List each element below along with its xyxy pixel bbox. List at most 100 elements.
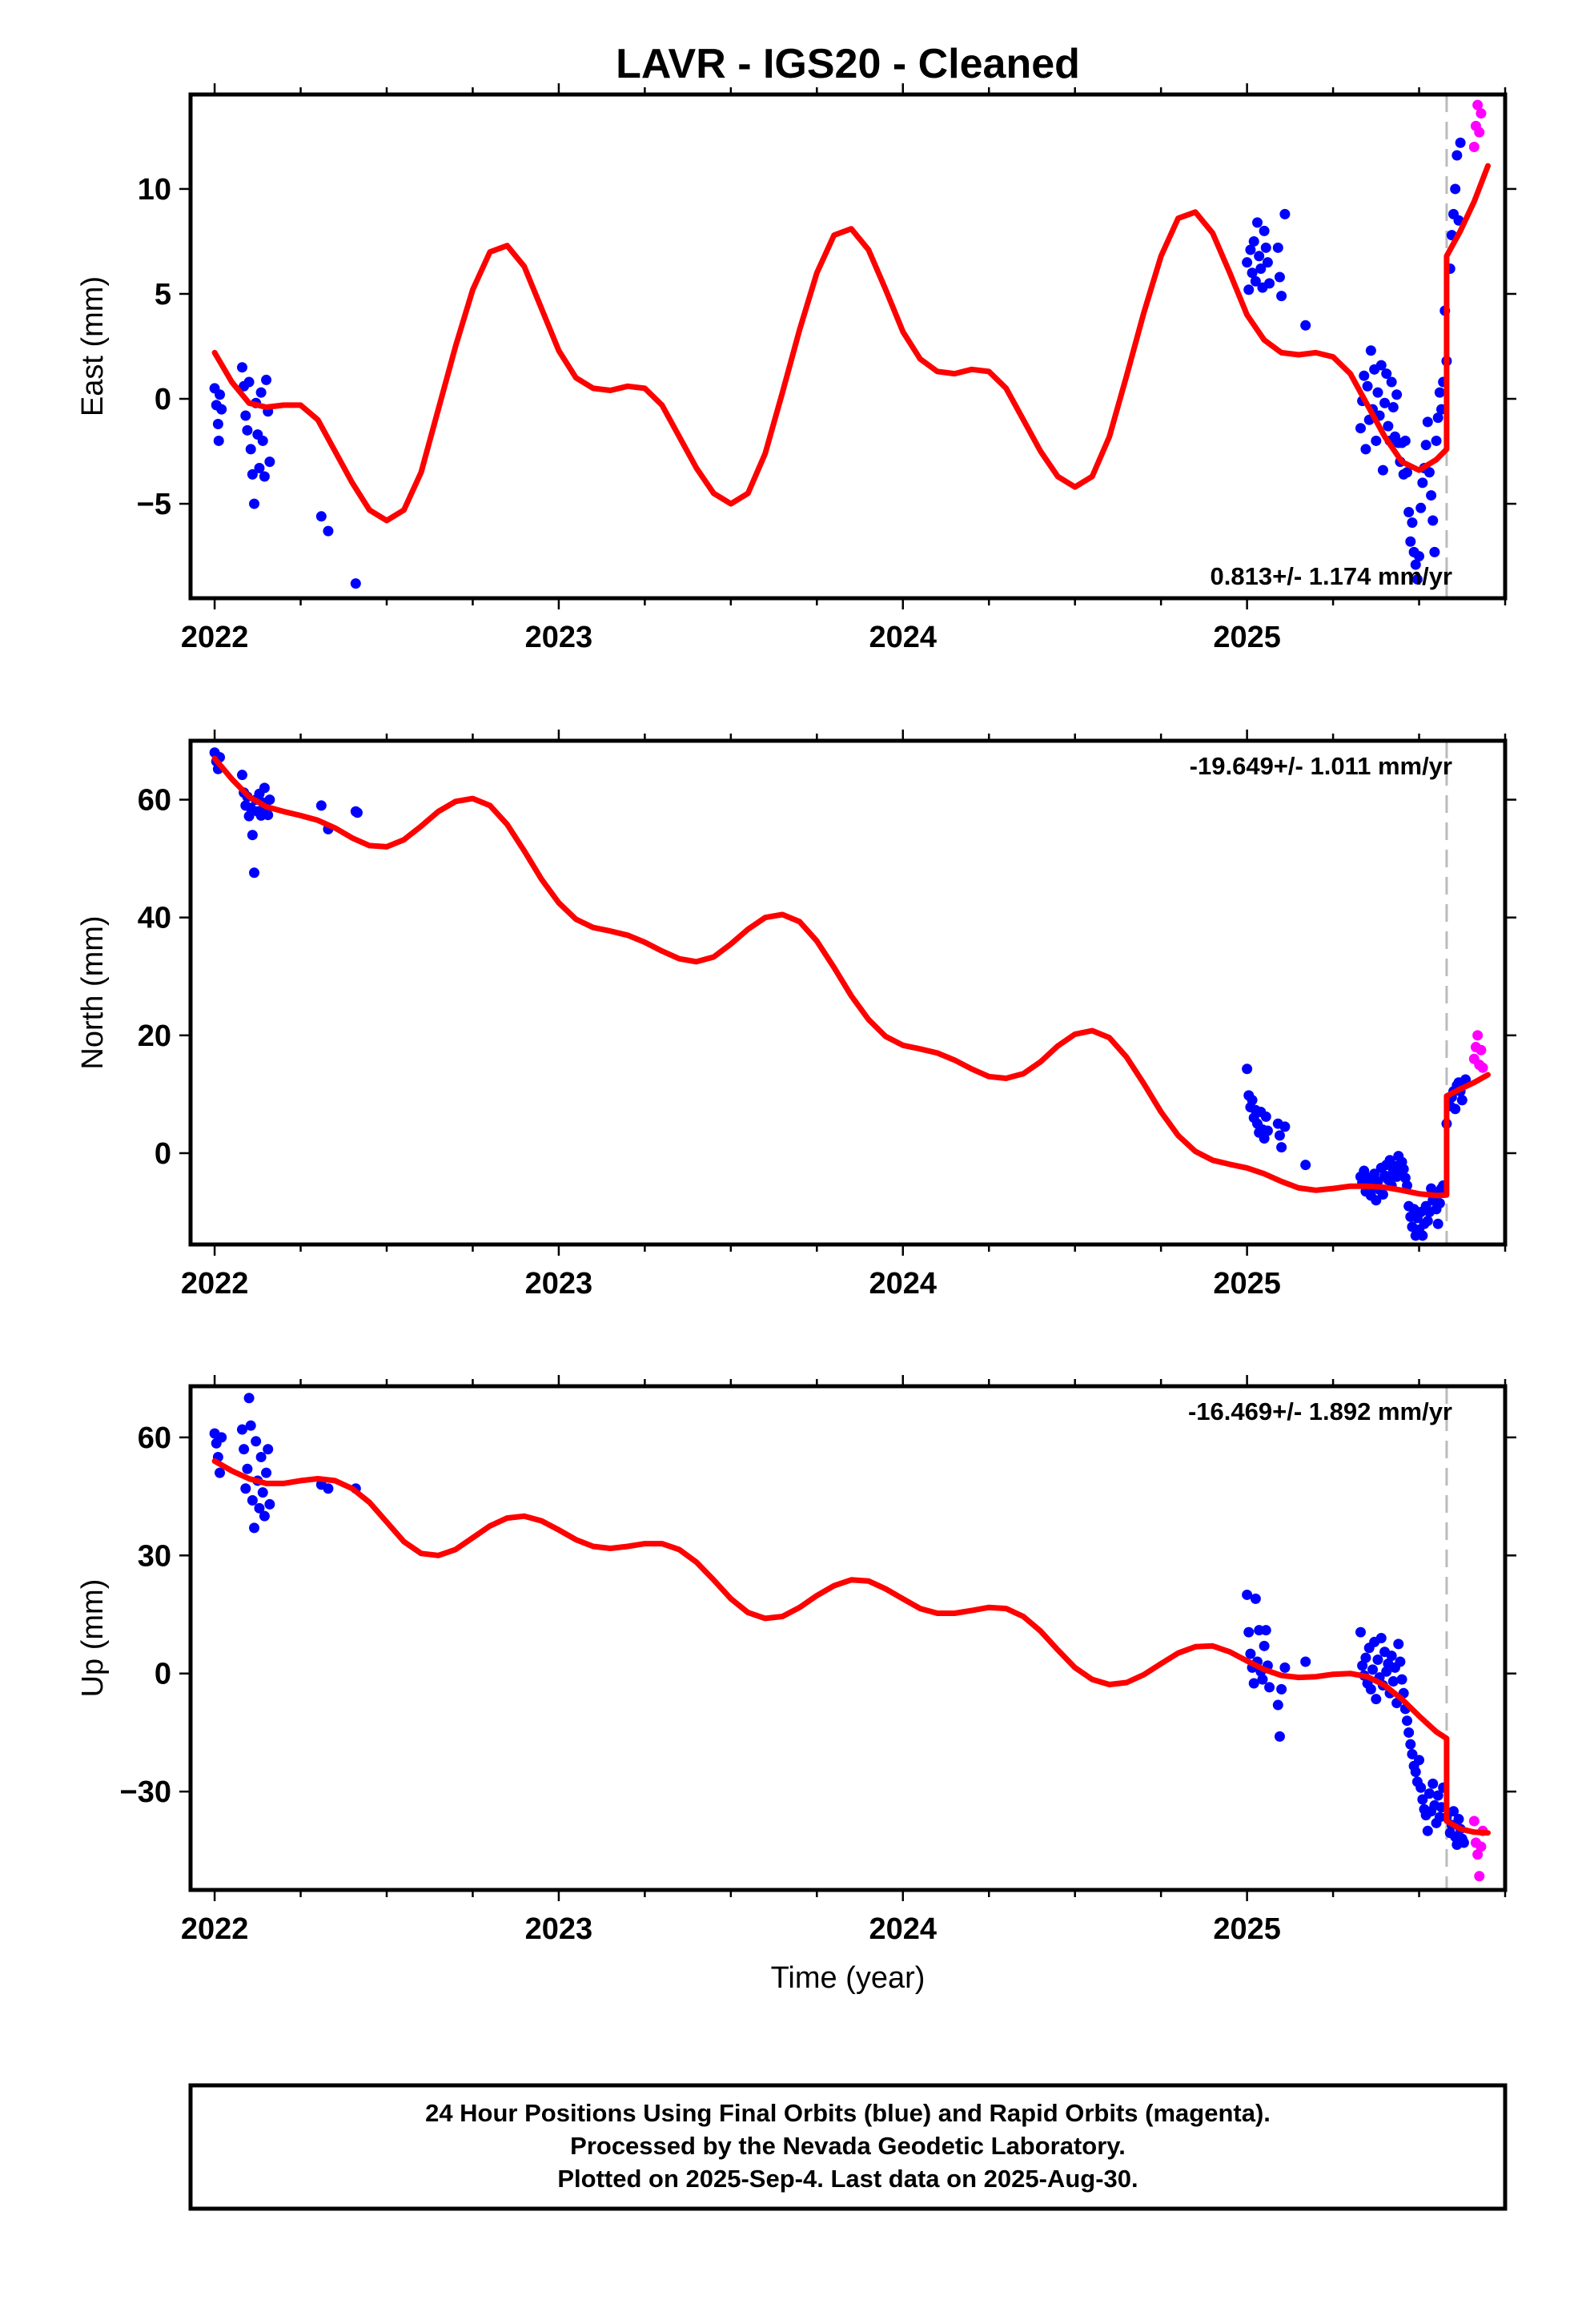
rapid-orbit-point — [1474, 1871, 1485, 1882]
final-orbit-point — [255, 1451, 267, 1462]
final-orbit-point — [261, 1467, 272, 1478]
final-orbit-point — [249, 867, 260, 879]
final-orbit-point — [1458, 1837, 1469, 1848]
y-tick-label: 40 — [138, 902, 171, 935]
x-tick-label: 2024 — [869, 1912, 938, 1946]
final-orbit-point — [213, 435, 224, 446]
final-orbit-point — [1371, 1195, 1382, 1206]
final-orbit-point — [1259, 225, 1270, 236]
final-orbit-point — [245, 1420, 256, 1431]
final-orbit-point — [239, 1444, 250, 1455]
final-orbit-point — [1452, 150, 1463, 161]
final-orbit-point — [1396, 1674, 1407, 1685]
final-orbit-point — [1431, 435, 1442, 446]
final-orbit-point — [254, 1502, 265, 1514]
final-orbit-point — [1434, 1198, 1445, 1209]
final-orbit-point — [350, 578, 361, 589]
footer-line-2: Processed by the Nevada Geodetic Laborat… — [570, 2132, 1126, 2160]
footer-line-3: Plotted on 2025-Sep-4. Last data on 2025… — [557, 2165, 1138, 2193]
final-orbit-point — [315, 511, 327, 522]
final-orbit-point — [1417, 1230, 1428, 1241]
x-tick-label: 2023 — [525, 621, 593, 654]
final-orbit-point — [1387, 402, 1399, 413]
final-orbit-point — [1260, 1625, 1271, 1636]
rapid-orbit-point — [1472, 1030, 1484, 1041]
final-orbit-point — [264, 794, 275, 806]
final-orbit-point — [1242, 1589, 1253, 1600]
final-orbit-point — [263, 1444, 274, 1455]
final-orbit-point — [1259, 1640, 1270, 1651]
final-orbit-point — [1274, 1731, 1285, 1742]
final-orbit-point — [1398, 1164, 1409, 1175]
east-panel: 2022 2023 2024 2025 −5 0 5 10 East (mm) 0.813+/- … — [76, 83, 1516, 654]
final-orbit-point — [1415, 1782, 1427, 1793]
final-orbit-point — [1250, 275, 1261, 287]
y-tick-label: 60 — [138, 784, 171, 818]
final-orbit-point — [1410, 559, 1421, 570]
x-tick-label: 2025 — [1213, 621, 1281, 654]
y-tick-label: −30 — [120, 1775, 171, 1809]
final-orbit-point — [1242, 1063, 1253, 1075]
final-orbit-point — [1260, 1111, 1271, 1122]
final-orbit-point — [1248, 235, 1259, 247]
final-orbit-point — [1300, 320, 1311, 331]
y-tick-label: 20 — [138, 1019, 171, 1053]
final-orbit-point — [1381, 368, 1392, 380]
final-orbit-point — [259, 1510, 270, 1522]
y-tick-label: 0 — [155, 1137, 171, 1171]
final-orbit-point — [255, 387, 267, 398]
final-orbit-point — [1274, 1130, 1285, 1141]
final-orbit-point — [257, 435, 268, 446]
final-orbit-point — [1279, 208, 1291, 219]
final-orbit-point — [1386, 1651, 1397, 1662]
final-orbit-point — [1399, 435, 1411, 446]
rapid-orbit-point — [1476, 1841, 1487, 1852]
final-orbit-point — [263, 810, 274, 821]
east-y-axis-label: East (mm) — [76, 276, 110, 416]
final-orbit-point — [236, 1424, 247, 1435]
y-tick-label: −5 — [137, 488, 171, 521]
north-y-axis-label: North (mm) — [76, 915, 110, 1069]
final-orbit-point — [1371, 1694, 1382, 1705]
final-orbit-point — [1401, 1715, 1412, 1727]
final-orbit-point — [1456, 1095, 1468, 1106]
final-orbit-point — [245, 444, 256, 455]
final-orbit-point — [215, 389, 226, 400]
final-orbit-point — [257, 1487, 268, 1498]
final-orbit-point — [1264, 278, 1275, 289]
y-tick-label: 0 — [155, 1658, 171, 1691]
final-orbit-point — [259, 782, 270, 794]
final-orbit-point — [351, 807, 363, 818]
final-orbit-point — [243, 376, 255, 388]
final-orbit-point — [1422, 1825, 1433, 1836]
final-orbit-point — [1434, 387, 1445, 398]
rapid-orbit-point — [1468, 1815, 1480, 1827]
final-orbit-point — [249, 1522, 260, 1534]
final-orbit-point — [1276, 291, 1287, 302]
final-orbit-point — [1279, 1121, 1291, 1132]
north-panel: 2022 2023 2024 2025 0 20 40 60 North (mm) -19.649… — [76, 730, 1516, 1301]
final-orbit-point — [1371, 435, 1382, 446]
up-panel: 2022 2023 2024 2025 −30 0 30 60 Up (mm) -16.469+/… — [76, 1375, 1516, 1946]
rapid-orbit-point — [1468, 142, 1480, 153]
final-orbit-point — [1359, 370, 1370, 381]
final-orbit-point — [1264, 1682, 1275, 1693]
final-orbit-point — [264, 456, 275, 468]
final-orbit-point — [247, 830, 258, 841]
final-orbit-point — [1255, 263, 1267, 275]
rapid-orbit-point — [1472, 99, 1484, 111]
y-tick-label: 5 — [155, 278, 171, 312]
final-orbit-point — [1387, 1676, 1399, 1687]
rapid-orbit-point — [1476, 108, 1487, 119]
final-orbit-point — [1360, 1652, 1371, 1663]
final-orbit-point — [254, 463, 265, 474]
x-tick-label: 2025 — [1213, 1912, 1281, 1946]
x-axis-label: Time (year) — [771, 1961, 926, 1995]
final-orbit-point — [247, 468, 258, 480]
final-orbit-point — [1262, 1125, 1273, 1136]
final-orbit-point — [315, 800, 327, 811]
north-rate-label: -19.649+/- 1.011 mm/yr — [1190, 752, 1452, 780]
final-orbit-point — [261, 374, 272, 385]
final-orbit-point — [1417, 477, 1428, 489]
